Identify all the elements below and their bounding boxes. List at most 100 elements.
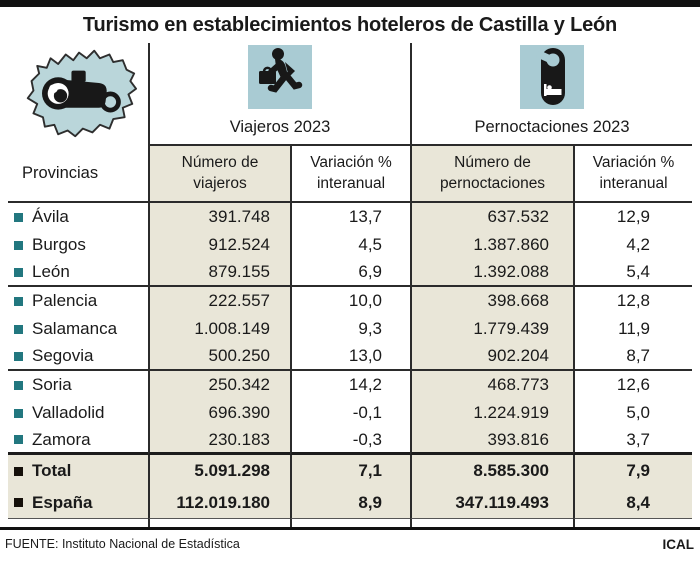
value-pernoctaciones: 398.668 (410, 287, 573, 315)
viajeros-group-header: Viajeros 2023 (148, 43, 410, 146)
bullet-icon (14, 212, 23, 222)
province-name: Soria (8, 371, 148, 399)
value-var-pernoctaciones: 12,9 (573, 203, 692, 231)
value-var-viajeros: 14,2 (290, 371, 410, 399)
table-bottom-gap (8, 519, 692, 527)
table-row-avila: Ávila 391.748 13,7 637.532 12,9 (8, 203, 692, 231)
castilla-leon-map-icon (8, 43, 148, 146)
bullet-icon (14, 435, 23, 444)
table-subheader-row: Provincias Número de viajeros Variación … (8, 146, 692, 203)
table-row-zamora: Zamora 230.183 -0,3 393.816 3,7 (8, 427, 692, 455)
value-viajeros: 222.557 (148, 287, 290, 315)
column-header-num-pernoctaciones: Número de pernoctaciones (410, 146, 573, 203)
value-pernoctaciones: 468.773 (410, 371, 573, 399)
value-var-pernoctaciones: 8,4 (573, 487, 692, 519)
value-var-viajeros: -0,3 (290, 427, 410, 455)
espana-label: España (8, 487, 148, 519)
column-header-num-viajeros: Número de viajeros (148, 146, 290, 203)
bullet-icon (14, 267, 23, 277)
footer: FUENTE: Instituto Nacional de Estadístic… (5, 537, 694, 552)
value-viajeros: 112.019.180 (148, 487, 290, 519)
pernoctaciones-group-label: Pernoctaciones 2023 (474, 118, 630, 136)
bottom-rule (0, 527, 700, 530)
value-viajeros: 879.155 (148, 259, 290, 287)
table-row-palencia: Palencia 222.557 10,0 398.668 12,8 (8, 287, 692, 315)
bullet-icon (14, 296, 23, 306)
table-row-soria: Soria 250.342 14,2 468.773 12,6 (8, 371, 692, 399)
source-text: FUENTE: Instituto Nacional de Estadístic… (5, 537, 240, 551)
bullet-icon (14, 240, 23, 250)
value-var-pernoctaciones: 12,6 (573, 371, 692, 399)
value-var-viajeros: 8,9 (290, 487, 410, 519)
table-header-groups: Viajeros 2023 Pernoctaciones 2023 (8, 43, 692, 146)
value-var-viajeros: 13,0 (290, 343, 410, 371)
value-var-viajeros: -0,1 (290, 399, 410, 427)
column-header-var-pernoctaciones: Variación % interanual (573, 146, 692, 203)
value-viajeros: 391.748 (148, 203, 290, 231)
bullet-icon (14, 498, 23, 507)
province-name: Salamanca (8, 315, 148, 343)
table-row-burgos: Burgos 912.524 4,5 1.387.860 4,2 (8, 231, 692, 259)
value-pernoctaciones: 1.387.860 (410, 231, 573, 259)
value-pernoctaciones: 347.119.493 (410, 487, 573, 519)
value-viajeros: 500.250 (148, 343, 290, 371)
value-var-pernoctaciones: 12,8 (573, 287, 692, 315)
province-name: Palencia (8, 287, 148, 315)
page-title: Turismo en establecimientos hoteleros de… (82, 14, 618, 36)
value-pernoctaciones: 1.392.088 (410, 259, 573, 287)
top-black-bar (0, 0, 700, 7)
table-row-salamanca: Salamanca 1.008.149 9,3 1.779.439 11,9 (8, 315, 692, 343)
value-viajeros: 912.524 (148, 231, 290, 259)
value-viajeros: 5.091.298 (148, 455, 290, 487)
value-var-pernoctaciones: 5,0 (573, 399, 692, 427)
value-pernoctaciones: 393.816 (410, 427, 573, 455)
value-var-pernoctaciones: 4,2 (573, 231, 692, 259)
table-row-valladolid: Valladolid 696.390 -0,1 1.224.919 5,0 (8, 399, 692, 427)
value-viajeros: 696.390 (148, 399, 290, 427)
value-var-viajeros: 13,7 (290, 203, 410, 231)
total-label: Total (8, 455, 148, 487)
value-var-viajeros: 9,3 (290, 315, 410, 343)
column-header-provincias: Provincias (8, 146, 148, 203)
tourism-table: Viajeros 2023 Pernoctaciones 2023 Provin… (8, 43, 692, 527)
province-name: Segovia (8, 343, 148, 371)
province-name: León (8, 259, 148, 287)
value-pernoctaciones: 1.224.919 (410, 399, 573, 427)
province-name: Valladolid (8, 399, 148, 427)
value-var-pernoctaciones: 3,7 (573, 427, 692, 455)
value-var-viajeros: 4,5 (290, 231, 410, 259)
bullet-icon (14, 408, 23, 418)
table-row-total: Total 5.091.298 7,1 8.585.300 7,9 (8, 455, 692, 487)
province-name: Zamora (8, 427, 148, 455)
table-row-segovia: Segovia 500.250 13,0 902.204 8,7 (8, 343, 692, 371)
viajeros-group-label: Viajeros 2023 (229, 118, 331, 136)
value-pernoctaciones: 902.204 (410, 343, 573, 371)
bullet-icon (14, 351, 23, 361)
value-viajeros: 1.008.149 (148, 315, 290, 343)
value-pernoctaciones: 8.585.300 (410, 455, 573, 487)
agency-credit: ICAL (662, 537, 695, 552)
value-var-pernoctaciones: 8,7 (573, 343, 692, 371)
pernoctaciones-group-header: Pernoctaciones 2023 (410, 43, 692, 146)
column-header-var-viajeros: Variación % interanual (290, 146, 410, 203)
value-pernoctaciones: 1.779.439 (410, 315, 573, 343)
value-var-viajeros: 7,1 (290, 455, 410, 487)
value-var-viajeros: 6,9 (290, 259, 410, 287)
region-map-camera-icon (26, 49, 137, 138)
value-viajeros: 250.342 (148, 371, 290, 399)
value-var-viajeros: 10,0 (290, 287, 410, 315)
door-hanger-icon (520, 45, 584, 109)
value-var-pernoctaciones: 5,4 (573, 259, 692, 287)
province-name: Burgos (8, 231, 148, 259)
bullet-icon (14, 466, 23, 476)
bullet-icon (14, 380, 23, 390)
bullet-icon (14, 324, 23, 334)
province-name: Ávila (8, 203, 148, 231)
table-row-leon: León 879.155 6,9 1.392.088 5,4 (8, 259, 692, 287)
value-var-pernoctaciones: 11,9 (573, 315, 692, 343)
traveler-icon (248, 45, 312, 109)
table-row-espana: España 112.019.180 8,9 347.119.493 8,4 (8, 487, 692, 519)
value-viajeros: 230.183 (148, 427, 290, 455)
value-var-pernoctaciones: 7,9 (573, 455, 692, 487)
value-pernoctaciones: 637.532 (410, 203, 573, 231)
